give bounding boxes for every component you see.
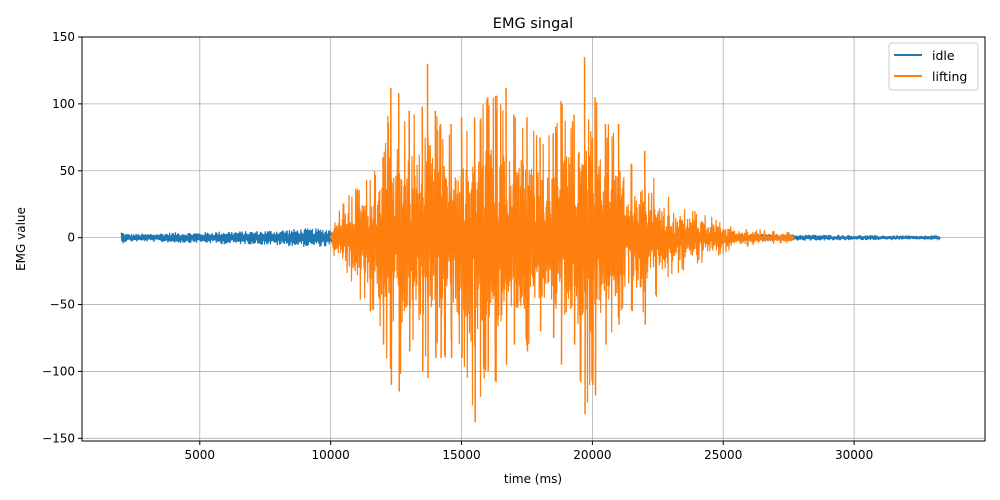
chart-title: EMG singal bbox=[493, 16, 573, 32]
x-axis-ticks: 5000 10000 15000 20000 25000 30000 bbox=[185, 441, 873, 462]
y-tick-label: 0 bbox=[67, 231, 75, 245]
legend-label-idle: idle bbox=[932, 48, 955, 63]
x-tick-label: 25000 bbox=[704, 448, 742, 462]
y-axis-ticks: −150 −100 −50 0 50 100 150 bbox=[42, 30, 82, 445]
legend: idle lifting bbox=[888, 42, 979, 91]
y-tick-label: 50 bbox=[60, 164, 75, 178]
y-axis-label: EMG value bbox=[14, 207, 28, 271]
series-line-lifting bbox=[330, 95, 795, 406]
y-tick-label: −50 bbox=[50, 298, 75, 312]
y-tick-label: −150 bbox=[42, 431, 75, 445]
x-tick-label: 5000 bbox=[185, 448, 216, 462]
y-tick-label: 100 bbox=[52, 97, 75, 111]
y-tick-label: 150 bbox=[52, 30, 75, 44]
x-axis-label: time (ms) bbox=[504, 472, 562, 486]
legend-label-lifting: lifting bbox=[932, 69, 967, 84]
x-tick-label: 10000 bbox=[312, 448, 350, 462]
x-tick-label: 30000 bbox=[835, 448, 873, 462]
axes-frame bbox=[81, 36, 986, 442]
x-tick-label: 20000 bbox=[573, 448, 611, 462]
series-layer bbox=[120, 57, 941, 423]
y-tick-label: −100 bbox=[42, 364, 75, 378]
x-tick-label: 15000 bbox=[442, 448, 480, 462]
plot-area bbox=[120, 57, 941, 423]
